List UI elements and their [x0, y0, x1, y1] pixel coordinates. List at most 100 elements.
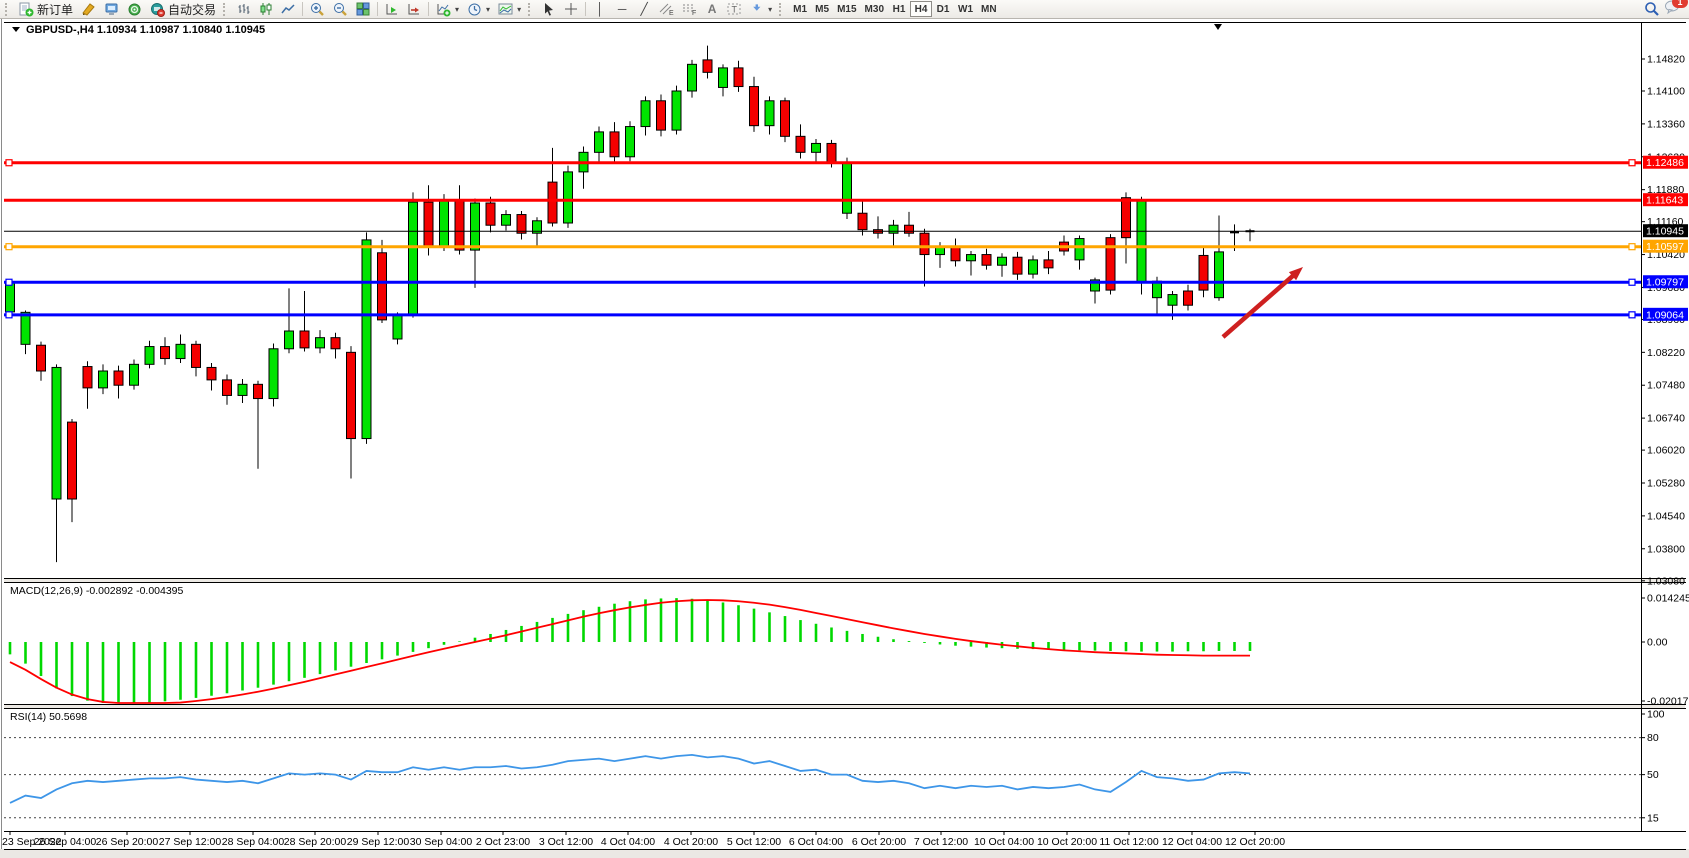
search-button[interactable]: [1640, 1, 1664, 18]
price-tick-label: 1.04540: [1647, 510, 1685, 522]
bull-candle: [268, 348, 279, 400]
timeframe-button-mn[interactable]: MN: [977, 1, 1001, 17]
zoom-out-button[interactable]: [329, 1, 352, 18]
timeframe-button-m5[interactable]: M5: [811, 1, 833, 17]
metaeditor-icon: [81, 2, 96, 17]
trendline-tool-button[interactable]: ╱: [633, 1, 655, 18]
bear-candle: [919, 232, 930, 256]
market-watch-button[interactable]: [100, 1, 123, 18]
timeframe-button-m30[interactable]: M30: [861, 1, 888, 17]
cursor-tool-button[interactable]: [538, 1, 560, 18]
arrow-annotation[interactable]: [1221, 267, 1303, 339]
time-tick-label: 26 Sep 04:00: [34, 836, 97, 848]
time-tick-label: 4 Oct 20:00: [664, 836, 718, 848]
bear-candle: [547, 181, 558, 224]
price-tick-label: 1.03080: [1647, 575, 1685, 587]
time-tick-label: 6 Oct 20:00: [852, 836, 906, 848]
bull-candle: [625, 126, 635, 158]
support-line-1-handle[interactable]: [1628, 278, 1636, 286]
channel-tool-button[interactable]: E: [655, 1, 678, 18]
text-tool-button[interactable]: A: [701, 1, 723, 18]
autotrading-button[interactable]: 自动交易: [146, 1, 220, 18]
support-line-1-handle[interactable]: [5, 278, 13, 286]
bull-candle: [718, 67, 728, 88]
rsi-axis-label: 80: [1647, 732, 1659, 744]
fibonacci-icon: F: [682, 2, 697, 16]
bear-candle: [904, 224, 914, 234]
bear-candle: [330, 337, 341, 350]
pivot-line-handle[interactable]: [1628, 243, 1636, 251]
equidistant-channel-icon: E: [659, 2, 674, 16]
pivot-line-handle[interactable]: [5, 243, 13, 251]
tile-windows-icon: [356, 2, 370, 16]
resistance-line-1-handle[interactable]: [1628, 159, 1636, 167]
crosshair-tool-button[interactable]: [560, 1, 582, 18]
resistance-line-1-price-tag: [1643, 155, 1688, 169]
toolbar-grip[interactable]: [779, 2, 786, 16]
timeframe-button-d1[interactable]: D1: [932, 1, 954, 17]
zoom-in-button[interactable]: [306, 1, 329, 18]
chat-button[interactable]: 1: [1664, 0, 1688, 20]
timeframe-group: M1 M5 M15 M30 H1 H4 D1 W1 MN: [789, 1, 1000, 17]
metaeditor-button[interactable]: [77, 1, 100, 18]
macd-axis-label: 0.014245: [1647, 592, 1689, 604]
rsi-pane[interactable]: RSI(14) 50.5698 100 80 50 15: [4, 709, 1665, 825]
candle-chart-button[interactable]: [255, 1, 277, 18]
new-order-button[interactable]: 新订单: [15, 1, 77, 18]
candles[interactable]: [5, 45, 1255, 563]
bear-candle: [749, 86, 759, 127]
support-line-1-price-tag-label: 1.09797: [1646, 277, 1684, 289]
price-axis[interactable]: 1.148201.141001.133601.126201.118801.111…: [1641, 53, 1688, 587]
indicators-button[interactable]: ▾: [432, 1, 463, 18]
toolbar-grip[interactable]: [5, 2, 12, 16]
toolbar-grip[interactable]: [223, 2, 230, 16]
bear-candle: [780, 100, 790, 137]
bear-candle: [299, 330, 310, 349]
timeframe-button-h1[interactable]: H1: [888, 1, 910, 17]
price-tick-label: 1.06740: [1647, 413, 1685, 425]
auto-scroll-button[interactable]: [381, 1, 403, 18]
fibonacci-tool-button[interactable]: F: [678, 1, 701, 18]
shapes-tool-button[interactable]: ▾: [746, 1, 776, 18]
symbol-dropdown-icon[interactable]: [12, 27, 20, 32]
time-tick-label: 29 Sep 12:00: [347, 836, 410, 848]
time-tick-label: 10 Oct 20:00: [1037, 836, 1097, 848]
chevron-down-icon: ▾: [517, 4, 522, 14]
rsi-line: [9, 754, 1251, 804]
bull-candle: [811, 142, 821, 153]
line-chart-button[interactable]: [277, 1, 299, 18]
macd-axis-label: -0.020171: [1647, 696, 1689, 708]
support-line-2-handle[interactable]: [5, 311, 13, 319]
toolbar-grip[interactable]: [528, 2, 535, 16]
vertical-line-tool-button[interactable]: │: [589, 1, 611, 18]
support-line-1-price-tag: [1643, 275, 1688, 289]
new-order-icon: [19, 2, 34, 17]
chart-shift-marker[interactable]: [1214, 24, 1222, 30]
periods-button[interactable]: ▾: [463, 1, 494, 18]
bar-chart-button[interactable]: [233, 1, 255, 18]
horizontal-line-tool-button[interactable]: ─: [611, 1, 633, 18]
bull-candle: [842, 161, 852, 214]
navigator-button[interactable]: [123, 1, 146, 18]
tile-windows-button[interactable]: [352, 1, 374, 18]
time-tick-label: 3 Oct 12:00: [539, 836, 593, 848]
text-label-tool-button[interactable]: T: [723, 1, 746, 18]
bull-candle: [501, 214, 511, 226]
text-label-icon: T: [727, 2, 742, 16]
notification-badge: 1: [1672, 0, 1688, 8]
timeframe-button-w1[interactable]: W1: [954, 1, 977, 17]
symbol-title: GBPUSD-,H4 1.10934 1.10987 1.10840 1.109…: [12, 24, 265, 36]
time-tick-label: 12 Oct 20:00: [1225, 836, 1285, 848]
price-tick-label: 1.06020: [1647, 445, 1685, 457]
resistance-line-1-handle[interactable]: [5, 159, 13, 167]
time-tick-label: 28 Sep 04:00: [222, 836, 285, 848]
timeframe-button-m15[interactable]: M15: [833, 1, 860, 17]
templates-button[interactable]: ▾: [494, 1, 525, 18]
chart-shift-button[interactable]: [403, 1, 425, 18]
support-line-2-handle[interactable]: [1628, 311, 1636, 319]
timeframe-button-m1[interactable]: M1: [789, 1, 811, 17]
timeframe-button-h4[interactable]: H4: [910, 1, 932, 17]
macd-pane[interactable]: MACD(12,26,9) -0.002892 -0.004395 0.01424…: [8, 585, 1689, 708]
